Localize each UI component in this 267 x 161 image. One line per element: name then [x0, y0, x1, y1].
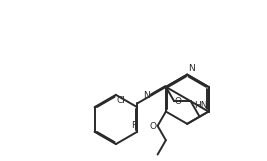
Text: F: F	[131, 121, 137, 130]
Text: N: N	[143, 91, 150, 100]
Text: N: N	[188, 64, 195, 73]
Text: Cl: Cl	[116, 96, 125, 105]
Text: O: O	[150, 122, 157, 131]
Text: O: O	[175, 97, 182, 106]
Text: HN: HN	[194, 101, 208, 110]
